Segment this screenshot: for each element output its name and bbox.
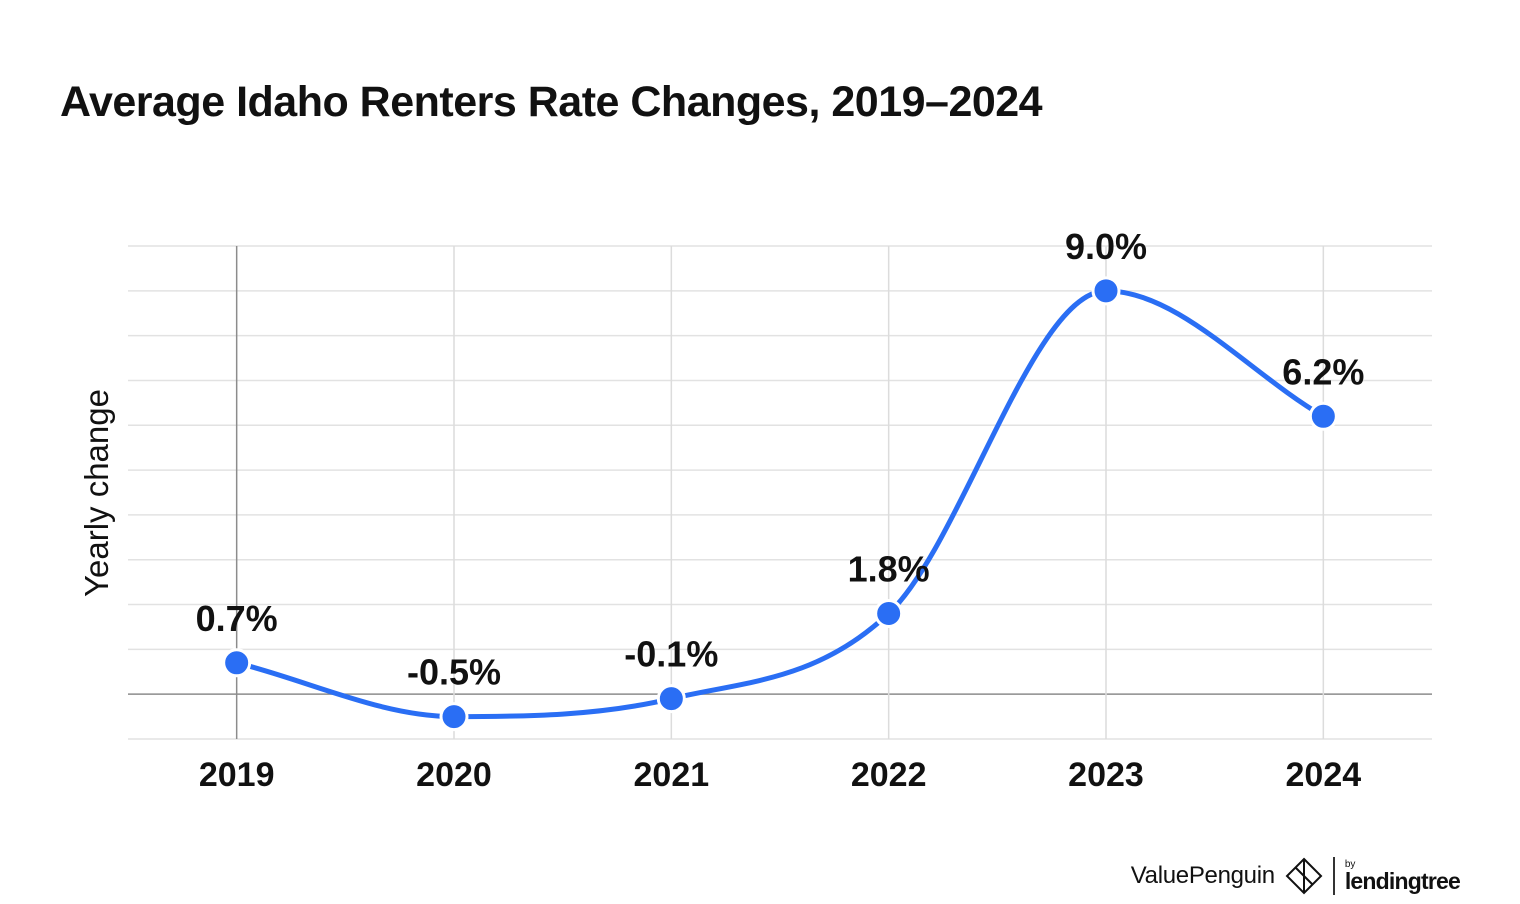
x-tick-label: 2022 bbox=[851, 756, 927, 794]
lendingtree-wordmark: by lendingtree bbox=[1344, 858, 1461, 894]
penguin-diamond-icon bbox=[1285, 857, 1323, 895]
data-labels: 0.7% -0.5% -0.1% 1.8% 9.0% 6.2% bbox=[196, 226, 1365, 693]
brand-logo: ValuePenguin by lendingtree bbox=[1130, 856, 1461, 896]
data-point bbox=[874, 599, 904, 629]
valuepenguin-wordmark: ValuePenguin bbox=[1130, 862, 1275, 889]
lendingtree-label: lendingtree bbox=[1344, 867, 1461, 894]
data-point bbox=[439, 702, 469, 732]
vertical-grid bbox=[235, 246, 1325, 739]
data-point bbox=[1308, 401, 1338, 431]
grid bbox=[128, 245, 1432, 740]
data-points bbox=[222, 276, 1338, 732]
data-label: 1.8% bbox=[848, 549, 930, 590]
series bbox=[234, 288, 1326, 720]
data-label: 6.2% bbox=[1282, 351, 1364, 392]
data-label: -0.1% bbox=[624, 634, 718, 675]
data-point bbox=[656, 684, 686, 714]
series-line bbox=[234, 288, 1326, 720]
data-label: 0.7% bbox=[196, 598, 278, 639]
by-label: by bbox=[1344, 858, 1356, 870]
y-axis-title: Yearly change bbox=[78, 389, 115, 597]
x-tick-label: 2024 bbox=[1286, 756, 1362, 794]
data-label: -0.5% bbox=[407, 652, 501, 693]
data-point bbox=[222, 648, 252, 678]
chart-title: Average Idaho Renters Rate Changes, 2019… bbox=[60, 78, 1043, 126]
x-tick-label: 2019 bbox=[199, 756, 275, 794]
data-point bbox=[1091, 276, 1121, 306]
x-tick-label: 2021 bbox=[634, 756, 710, 794]
x-tick-label: 2020 bbox=[416, 756, 492, 794]
data-label: 9.0% bbox=[1065, 226, 1147, 267]
logo-separator bbox=[1332, 857, 1335, 895]
x-tick-label: 2023 bbox=[1068, 756, 1144, 794]
x-axis-ticks: 2019 2020 2021 2022 2023 2024 bbox=[199, 756, 1361, 794]
